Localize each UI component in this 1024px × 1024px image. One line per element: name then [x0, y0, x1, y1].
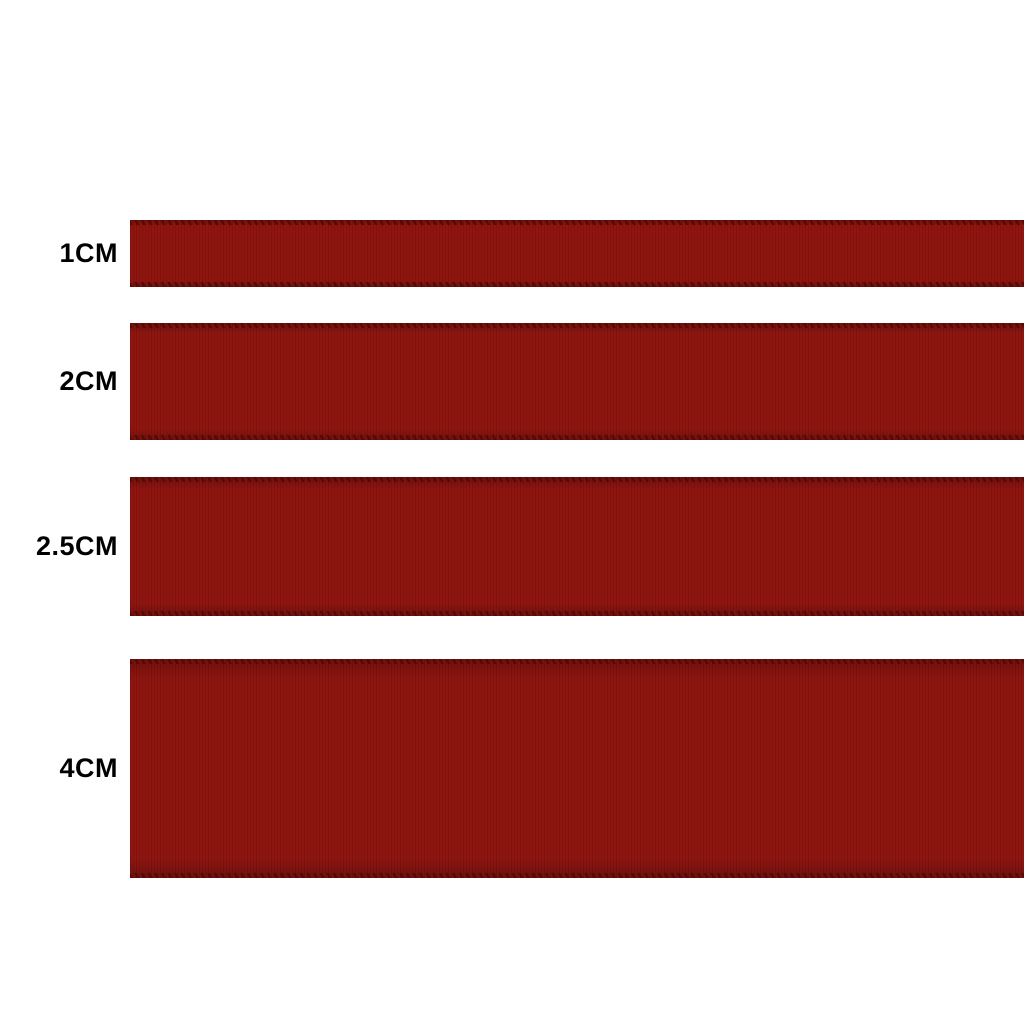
ribbon-swatch-4cm — [130, 659, 1024, 878]
ribbon-swatch-2cm — [130, 323, 1024, 440]
size-label-2cm: 2CM — [59, 366, 118, 396]
size-label-4cm: 4CM — [59, 753, 118, 783]
size-label-2-5cm: 2.5CM — [35, 531, 118, 561]
ribbon-swatch-2-5cm — [130, 477, 1024, 616]
ribbon-swatch-1cm — [130, 220, 1024, 287]
size-label-1cm: 1CM — [59, 238, 118, 268]
